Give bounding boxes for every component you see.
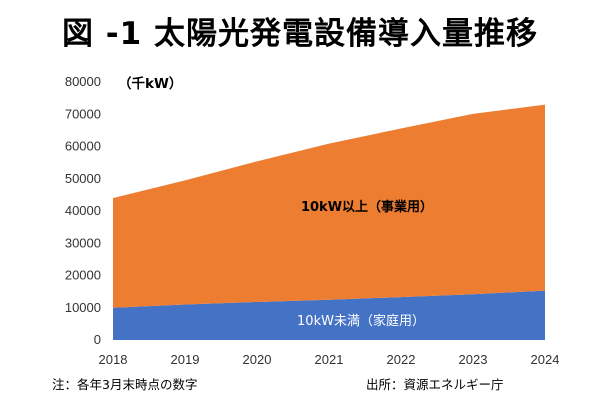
y-tick-label: 50000 <box>65 171 101 186</box>
unit-label: （千kW） <box>118 75 182 92</box>
x-tick-label: 2020 <box>243 352 272 367</box>
y-tick-label: 80000 <box>65 74 101 89</box>
y-tick-label: 30000 <box>65 235 101 250</box>
series-area-1 <box>113 104 545 308</box>
series-label-commercial: 10kW以上（事業用） <box>301 199 433 215</box>
y-tick-label: 10000 <box>65 300 101 315</box>
y-tick-label: 0 <box>94 332 101 347</box>
x-tick-label: 2019 <box>171 352 200 367</box>
y-tick-label: 70000 <box>65 106 101 121</box>
x-tick-label: 2018 <box>99 352 128 367</box>
source-note: 出所：資源エネルギー庁 <box>366 377 504 392</box>
y-tick-label: 40000 <box>65 203 101 218</box>
footnote: 注：各年3月末時点の数字 <box>52 377 198 392</box>
chart-title: 図 -1 太陽光発電設備導入量推移 <box>61 16 539 52</box>
y-tick-label: 20000 <box>65 268 101 283</box>
x-tick-label: 2023 <box>459 352 488 367</box>
series-label-residential: 10kW未満（家庭用） <box>297 313 425 329</box>
x-tick-label: 2022 <box>387 352 416 367</box>
y-tick-label: 60000 <box>65 139 101 154</box>
x-tick-label: 2024 <box>531 352 560 367</box>
x-tick-label: 2021 <box>315 352 344 367</box>
series-area-0 <box>113 290 545 340</box>
